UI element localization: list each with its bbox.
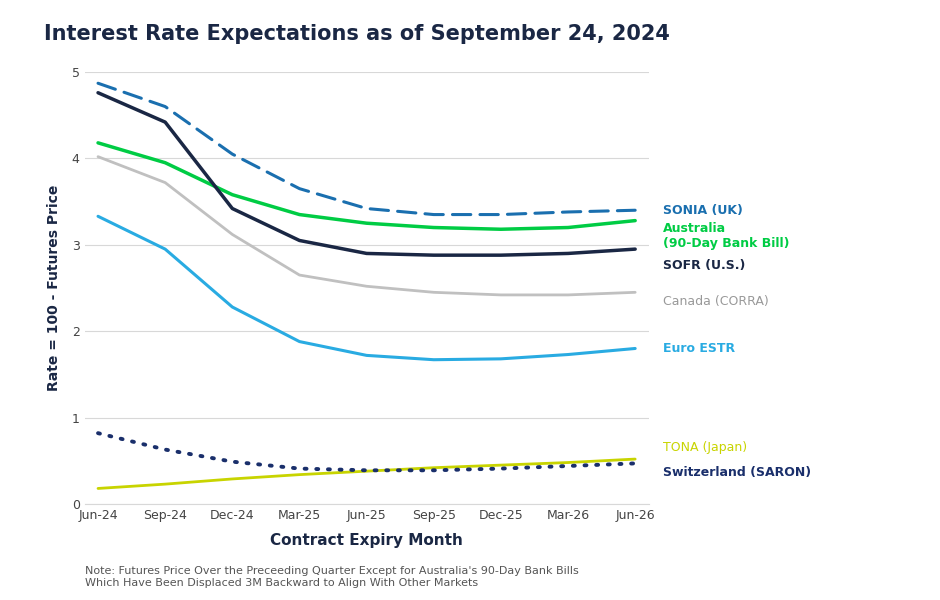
Text: SONIA (UK): SONIA (UK) xyxy=(663,204,743,217)
Text: Switzerland (SARON): Switzerland (SARON) xyxy=(663,466,811,479)
Text: Euro ESTR: Euro ESTR xyxy=(663,342,735,355)
Text: Note: Futures Price Over the Preceeding Quarter Except for Australia's 90-Day Ba: Note: Futures Price Over the Preceeding … xyxy=(85,566,578,588)
Text: SOFR (U.S.): SOFR (U.S.) xyxy=(663,259,745,272)
Y-axis label: Rate = 100 - Futures Price: Rate = 100 - Futures Price xyxy=(47,185,60,391)
X-axis label: Contract Expiry Month: Contract Expiry Month xyxy=(270,533,463,548)
Text: Canada (CORRA): Canada (CORRA) xyxy=(663,295,768,308)
Text: Australia
(90-Day Bank Bill): Australia (90-Day Bank Bill) xyxy=(663,222,790,250)
Text: TONA (Japan): TONA (Japan) xyxy=(663,442,746,454)
Text: Interest Rate Expectations as of September 24, 2024: Interest Rate Expectations as of Septemb… xyxy=(44,24,670,44)
